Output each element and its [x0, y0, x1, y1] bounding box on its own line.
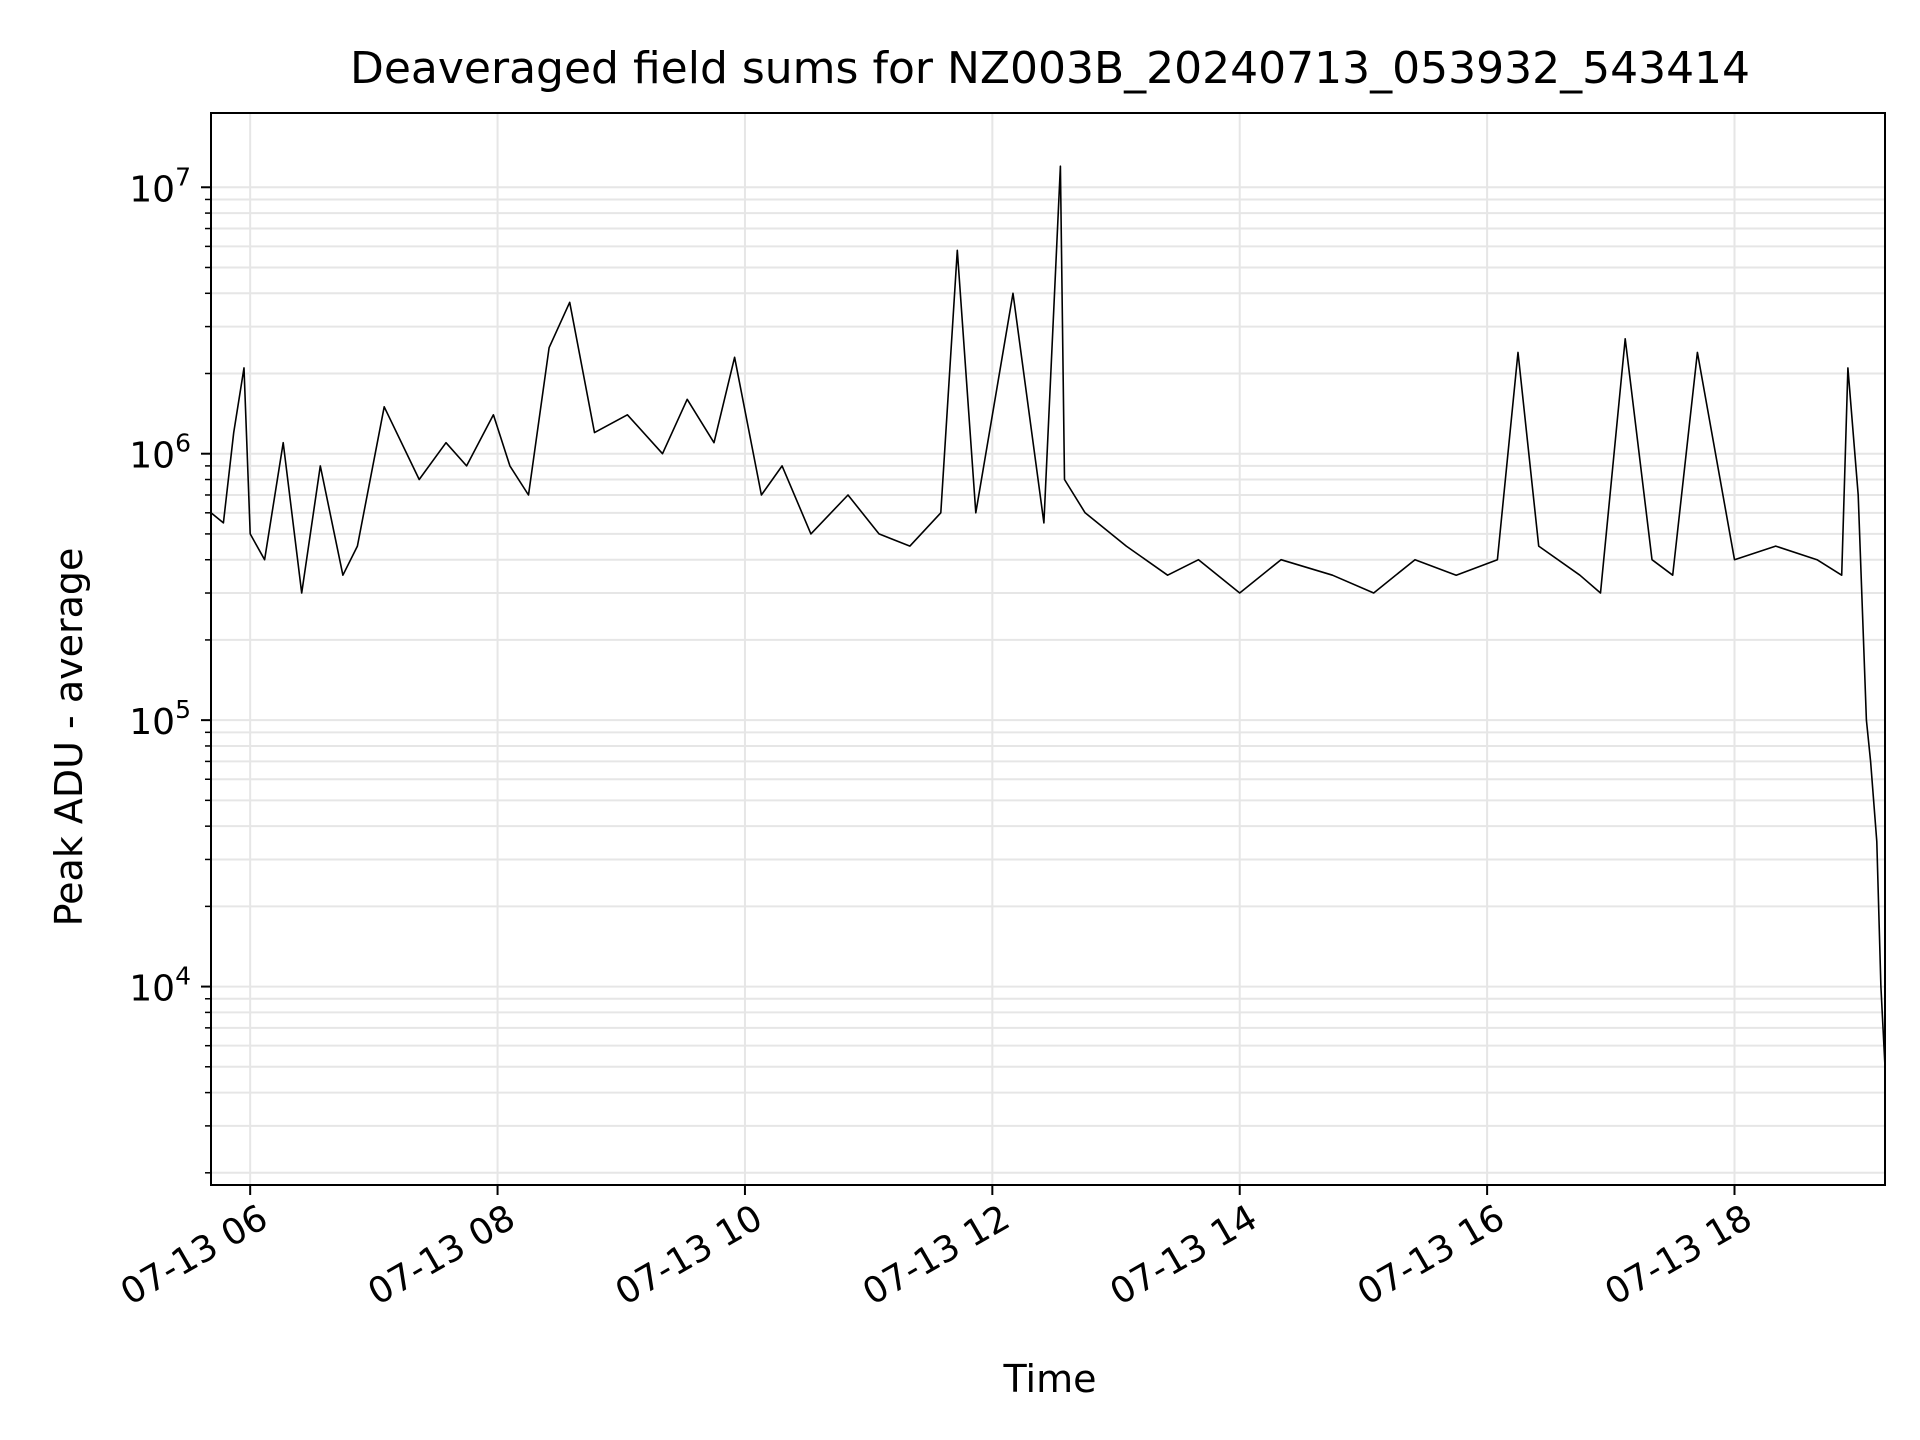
plot-frame	[210, 112, 1886, 1186]
chart-title: Deaveraged field sums for NZ003B_2024071…	[350, 43, 1750, 94]
series-layer	[210, 165, 1886, 1067]
y-tick-label: 107	[129, 162, 191, 210]
x-axis-label: Time	[1003, 1357, 1097, 1401]
y-tick-label: 104	[129, 962, 191, 1010]
y-tick-label: 105	[129, 695, 191, 743]
y-axis: 104 105 106 107	[129, 162, 211, 1174]
series-line	[210, 165, 1886, 1067]
y-tick-label: 106	[129, 429, 191, 477]
y-axis-label: Peak ADU - average	[47, 548, 91, 927]
